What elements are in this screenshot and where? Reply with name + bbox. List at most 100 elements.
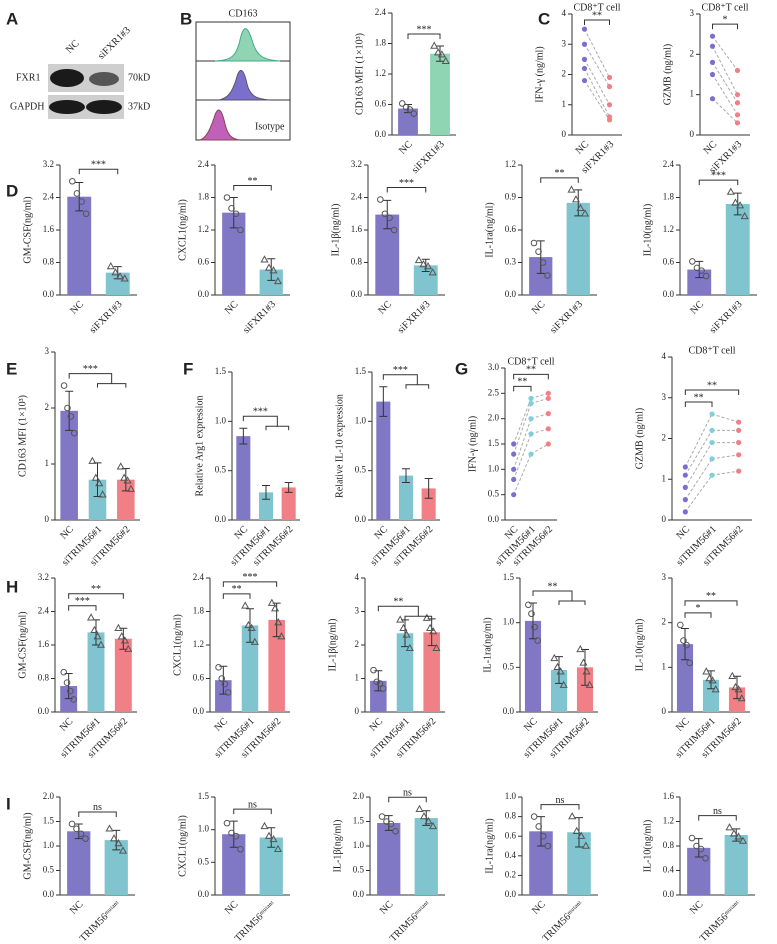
pair-line xyxy=(530,397,549,404)
chart: 0.0 0.4 0.8 1.2 1.6 IL-10(ng/ml) NCTRIM56ᵐᵘᵗᵃⁿ… xyxy=(642,791,755,944)
point xyxy=(688,834,696,842)
significance-label: * xyxy=(723,14,728,25)
point xyxy=(606,74,613,81)
point xyxy=(77,830,85,838)
point xyxy=(434,48,443,56)
y-tick-label: 3 xyxy=(355,606,360,616)
y-tick-label: 0 xyxy=(355,706,360,716)
point xyxy=(581,77,588,84)
point xyxy=(269,266,278,274)
point xyxy=(223,194,231,201)
error-bar xyxy=(74,823,83,840)
point xyxy=(709,411,715,417)
x-tick-label: NC xyxy=(674,716,692,734)
significance-bracket xyxy=(222,581,278,587)
significance-label: ** xyxy=(91,584,101,595)
point xyxy=(709,439,715,446)
y-tick-label: 1.6 xyxy=(43,224,55,234)
error-bar xyxy=(284,482,293,493)
point xyxy=(702,272,710,280)
point xyxy=(228,829,235,837)
point xyxy=(260,255,269,263)
y-axis-label: IL-1β(ng/ml) xyxy=(330,204,341,257)
point xyxy=(528,451,534,457)
y-tick-label: 0.6 xyxy=(375,99,387,109)
point xyxy=(87,613,96,621)
histogram xyxy=(217,70,271,101)
significance-label: ** xyxy=(694,392,704,403)
x-tick-label: siFXR1#3 xyxy=(410,139,447,176)
significance-label: *** xyxy=(711,170,726,181)
point xyxy=(709,59,716,65)
y-tick-label: 0.6 xyxy=(505,224,517,234)
point xyxy=(377,196,384,203)
significance-label: ns xyxy=(403,788,412,799)
y-axis-label: CXCL1(ng/ml) xyxy=(177,815,188,877)
pair-line xyxy=(513,418,532,470)
x-tick-label: NC xyxy=(522,716,540,734)
point xyxy=(686,659,693,667)
significance-bracket xyxy=(233,808,272,815)
point xyxy=(709,96,716,102)
significance-label: ** xyxy=(393,596,403,607)
significance-label: *** xyxy=(393,365,408,376)
significance-bracket xyxy=(684,389,740,396)
point xyxy=(734,832,743,840)
y-tick-label: 0.8 xyxy=(351,257,363,267)
point xyxy=(709,33,716,39)
point xyxy=(689,258,696,265)
point xyxy=(585,680,594,688)
panel-label: H xyxy=(6,577,18,596)
chart: 0.0 0.6 1.2 1.8 2.4 CXCL1(ng/ml) NC siFXR1#3 ** xyxy=(177,159,290,336)
point xyxy=(64,404,71,412)
y-tick-label: 0 xyxy=(45,514,50,524)
x-tick-label: NC xyxy=(688,299,706,317)
point xyxy=(432,643,441,652)
protein-label: FXR1 xyxy=(16,72,40,83)
point xyxy=(232,832,240,840)
point xyxy=(581,841,590,849)
point xyxy=(528,400,534,407)
point xyxy=(736,419,742,425)
axis xyxy=(571,14,622,136)
point xyxy=(396,615,405,623)
y-tick-label: 0 xyxy=(562,129,567,139)
y-tick-label: 0.0 xyxy=(505,289,517,299)
point xyxy=(228,205,235,212)
point xyxy=(70,696,77,703)
point xyxy=(426,623,435,631)
y-tick-label: 0.3 xyxy=(505,257,517,267)
y-tick-label: 0 xyxy=(662,706,667,716)
chart-title: CD8⁺T cell xyxy=(701,2,748,13)
point xyxy=(736,468,742,474)
size-label: 70kD xyxy=(128,72,150,83)
y-tick-label: 3 xyxy=(690,8,695,18)
significance-label: *** xyxy=(83,364,98,375)
point xyxy=(576,203,585,212)
bar xyxy=(377,822,401,895)
bar xyxy=(104,840,128,895)
chart: 0.0 0.5 1.0 1.5 2.0 IL-1β(ng/ml) NCTRIM56ᵐᵘᵗᵃⁿ… xyxy=(332,788,445,944)
y-tick-label: 4 xyxy=(562,8,567,18)
point xyxy=(545,441,551,447)
y-tick-label: 0.9 xyxy=(505,192,517,202)
y-tick-label: 4 xyxy=(662,351,667,361)
point xyxy=(215,664,222,671)
axis xyxy=(699,14,750,136)
bar xyxy=(105,272,130,295)
point xyxy=(73,825,80,833)
significance-label: ns xyxy=(93,802,102,813)
point xyxy=(535,248,542,255)
y-tick-label: 0.2 xyxy=(505,869,516,879)
point xyxy=(606,117,613,123)
y-tick-label: 2.4 xyxy=(193,572,205,582)
y-tick-label: 1 xyxy=(45,458,50,468)
significance-label: ns xyxy=(248,799,257,810)
panel-label: F xyxy=(183,359,193,378)
point xyxy=(106,262,115,270)
chart: 0.0 0.6 1.2 1.8 2.4 CD163 MFI (1×10³) NCsiFXR1… xyxy=(354,7,456,176)
y-tick-label: 0.6 xyxy=(663,257,675,267)
